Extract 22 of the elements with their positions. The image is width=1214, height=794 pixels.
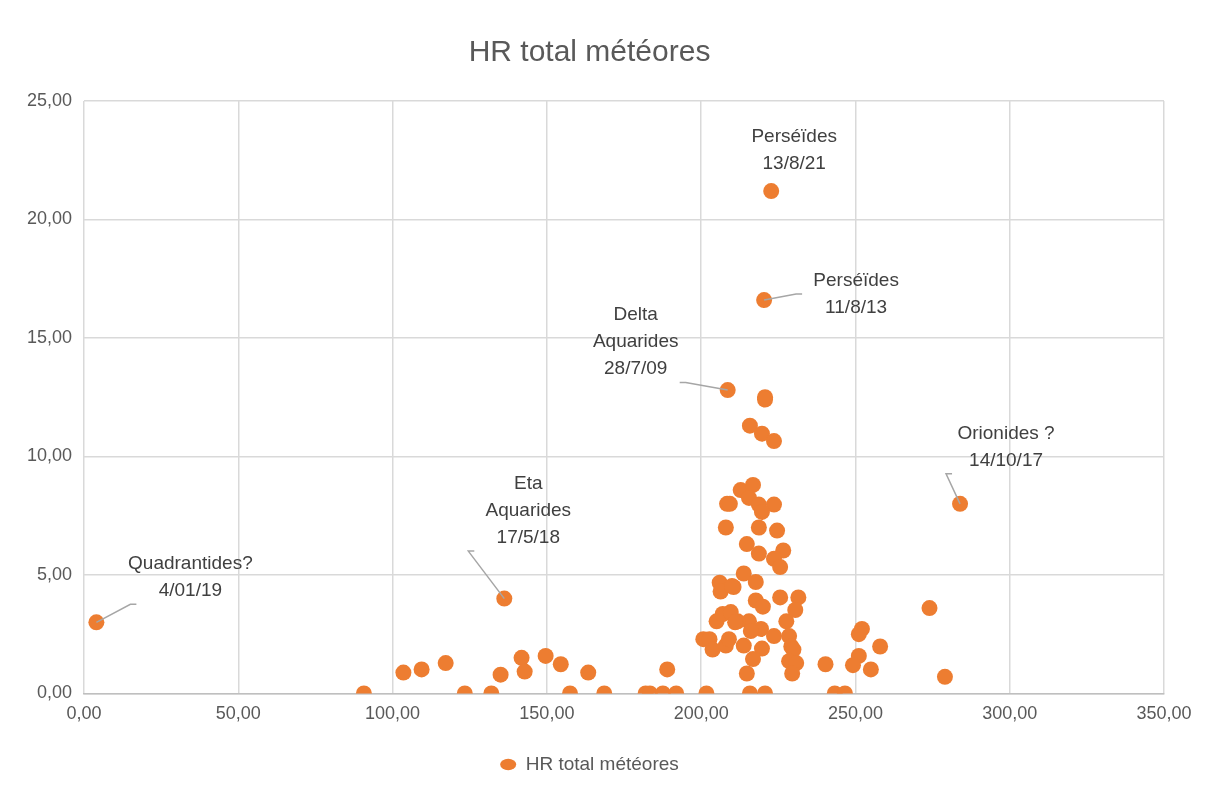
x-tick-label: 50,00	[215, 703, 261, 724]
x-tick-label: 150,00	[519, 703, 575, 724]
y-tick-label: 25,00	[27, 89, 73, 110]
x-tick-label: 100,00	[365, 703, 421, 724]
x-tick-label: 300,00	[982, 703, 1038, 724]
annotation: Perséïdes 13/8/21	[751, 124, 837, 173]
chart-title: HR total météores	[468, 34, 711, 68]
x-tick-label: 200,00	[673, 703, 729, 724]
annotation: Eta Aquarides 17/5/18	[485, 471, 572, 547]
annotation: Quadrantides? 4/01/19	[128, 552, 253, 601]
x-tick-label: 250,00	[827, 703, 883, 724]
y-tick-label: 0,00	[37, 682, 73, 703]
x-tick-label: 350,00	[1136, 703, 1192, 724]
y-tick-label: 20,00	[27, 208, 73, 229]
legend-label: HR total météores	[525, 752, 679, 774]
annotation: Orionides ? 14/10/17	[957, 421, 1055, 470]
y-tick-label: 5,00	[37, 563, 73, 584]
annotation: Delta Aquarides 28/7/09	[592, 303, 679, 379]
y-tick-label: 10,00	[27, 445, 73, 466]
annotation: Perséïdes 11/8/13	[813, 268, 899, 317]
y-tick-label: 15,00	[27, 326, 73, 347]
x-tick-label: 0,00	[66, 703, 102, 724]
